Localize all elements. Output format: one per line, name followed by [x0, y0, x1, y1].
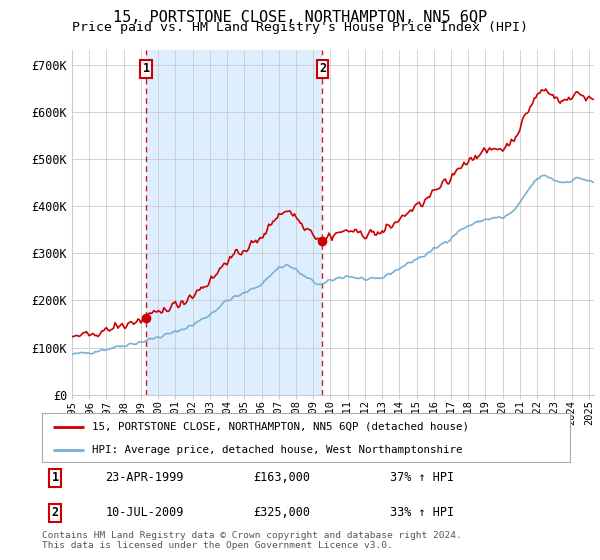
Text: Price paid vs. HM Land Registry's House Price Index (HPI): Price paid vs. HM Land Registry's House …: [72, 21, 528, 34]
Text: £163,000: £163,000: [253, 472, 310, 484]
Text: 15, PORTSTONE CLOSE, NORTHAMPTON, NN5 6QP: 15, PORTSTONE CLOSE, NORTHAMPTON, NN5 6Q…: [113, 10, 487, 25]
Text: HPI: Average price, detached house, West Northamptonshire: HPI: Average price, detached house, West…: [92, 445, 463, 455]
Text: £325,000: £325,000: [253, 506, 310, 519]
Text: 33% ↑ HPI: 33% ↑ HPI: [391, 506, 455, 519]
Text: 15, PORTSTONE CLOSE, NORTHAMPTON, NN5 6QP (detached house): 15, PORTSTONE CLOSE, NORTHAMPTON, NN5 6Q…: [92, 422, 469, 432]
Text: 2: 2: [319, 63, 326, 76]
Text: 1: 1: [143, 63, 150, 76]
Text: 10-JUL-2009: 10-JUL-2009: [106, 506, 184, 519]
Text: 2: 2: [52, 506, 59, 519]
Bar: [146, 50, 322, 395]
Text: Contains HM Land Registry data © Crown copyright and database right 2024.
This d: Contains HM Land Registry data © Crown c…: [42, 531, 462, 550]
Text: 23-APR-1999: 23-APR-1999: [106, 472, 184, 484]
Text: 37% ↑ HPI: 37% ↑ HPI: [391, 472, 455, 484]
Text: 1: 1: [52, 472, 59, 484]
